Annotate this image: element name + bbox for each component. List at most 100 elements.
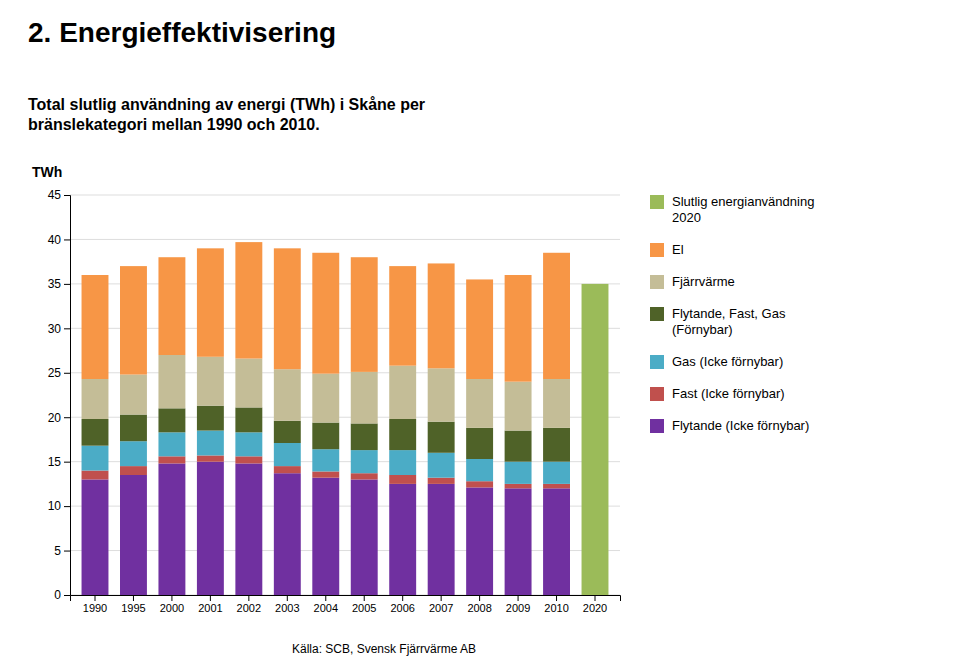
bar-segment [505, 488, 532, 595]
bar-segment [466, 487, 493, 595]
x-tick-mark [441, 595, 442, 601]
bar-segment [312, 478, 339, 595]
grid-line [70, 461, 620, 462]
grid-line [70, 372, 620, 373]
y-tick-mark [64, 284, 70, 285]
y-tick-mark [64, 328, 70, 329]
y-tick-label: 20 [48, 411, 62, 425]
x-tick-mark [556, 595, 557, 601]
bar-segment [82, 419, 109, 446]
grid-line [70, 417, 620, 418]
bar-segment [197, 455, 224, 461]
bar-segment [312, 449, 339, 471]
legend-label: Fast (Icke förnybar) [672, 386, 785, 401]
x-tick-mark [210, 595, 211, 601]
grid-line [70, 550, 620, 551]
bar-segment [120, 375, 147, 415]
bar-segment [389, 419, 416, 450]
bar-segment [466, 428, 493, 459]
legend-item: Gas (Icke förnybar) [650, 354, 783, 369]
bar-segment [197, 462, 224, 595]
legend-swatch [650, 387, 664, 401]
grid [70, 195, 620, 595]
x-tick-label: 2008 [467, 602, 491, 614]
x-tick-label: 2004 [314, 602, 338, 614]
x-tick-label: 2020 [583, 602, 607, 614]
y-tick: 5 [54, 544, 70, 558]
chart: 2. Energieffektivisering Total slutlig an… [0, 0, 960, 669]
bar-segment [389, 484, 416, 595]
y-tick-label: 10 [48, 499, 62, 513]
bar-segment [428, 453, 455, 478]
x-tick-mark [95, 595, 96, 601]
bar-segment [158, 456, 185, 463]
bar-segment [235, 407, 262, 432]
legend-item: El [650, 242, 684, 257]
bar-segment [158, 257, 185, 355]
x-tick-label: 2010 [544, 602, 568, 614]
y-tick-mark [64, 506, 70, 507]
subtitle: Total slutlig användning av energi (TWh)… [28, 96, 425, 133]
bar-segment [428, 478, 455, 484]
y-tick: 45 [48, 188, 70, 202]
y-axis: 051015202530354045 [48, 188, 71, 602]
x-tick-label: 2002 [237, 602, 261, 614]
legend-label-line: Slutlig energianvändning [672, 194, 814, 209]
bar-segment [428, 368, 455, 421]
bar-segment [466, 481, 493, 487]
y-tick: 30 [48, 322, 70, 336]
y-axis-label: TWh [32, 164, 62, 180]
title: 2. Energieffektivisering [28, 17, 336, 48]
x-tick: 2003 [275, 595, 299, 614]
x-tick-mark [287, 595, 288, 601]
y-tick-label: 35 [48, 277, 62, 291]
bar-segment [466, 379, 493, 428]
grid-line [70, 506, 620, 507]
legend-item: Slutlig energianvändning2020 [650, 194, 814, 225]
bar-segment [543, 462, 570, 484]
bar-segment [158, 432, 185, 456]
bar-segment [505, 382, 532, 431]
y-tick-label: 5 [54, 544, 61, 558]
bars [82, 242, 609, 595]
bar-segment [389, 266, 416, 366]
bar-segment [274, 421, 301, 443]
bar-segment [82, 471, 109, 480]
legend-label-line: 2020 [672, 210, 701, 225]
legend-item: Fjärrvärme [650, 274, 735, 289]
x-axis-line [71, 596, 621, 602]
x-tick: 2002 [237, 595, 261, 614]
bar-segment [351, 423, 378, 450]
x-tick: 2008 [467, 595, 491, 614]
bar-segment [82, 479, 109, 595]
legend-label-line: El [672, 242, 684, 257]
source: Källa: SCB, Svensk Fjärrvärme AB [292, 642, 476, 656]
y-tick-mark [64, 462, 70, 463]
bar-segment [274, 473, 301, 595]
legend-label: El [672, 242, 684, 257]
bar-segment [389, 475, 416, 484]
y-tick-label: 0 [54, 588, 61, 602]
legend-label-line: Fjärrvärme [672, 274, 735, 289]
x-tick-label: 2006 [390, 602, 414, 614]
bar-segment [428, 263, 455, 368]
subtitle-line: Total slutlig användning av energi (TWh)… [28, 96, 425, 113]
bar-segment [235, 242, 262, 358]
bar-segment [428, 263, 455, 264]
bar-segment [505, 431, 532, 462]
y-tick: 10 [48, 499, 70, 513]
x-tick: 2009 [506, 595, 530, 614]
grid-line [70, 328, 620, 329]
bar-segment [389, 266, 416, 267]
y-tick-label: 15 [48, 455, 62, 469]
y-tick-mark [64, 373, 70, 374]
bar-segment [235, 463, 262, 595]
bar-segment [351, 257, 378, 258]
bar-segment [582, 284, 609, 595]
x-tick: 2004 [314, 595, 338, 614]
y-tick: 35 [48, 277, 70, 291]
subtitle-line: bränslekategori mellan 1990 och 2010. [28, 116, 320, 133]
bar-segment [274, 248, 301, 369]
legend-swatch [650, 355, 664, 369]
bar-segment [158, 463, 185, 595]
